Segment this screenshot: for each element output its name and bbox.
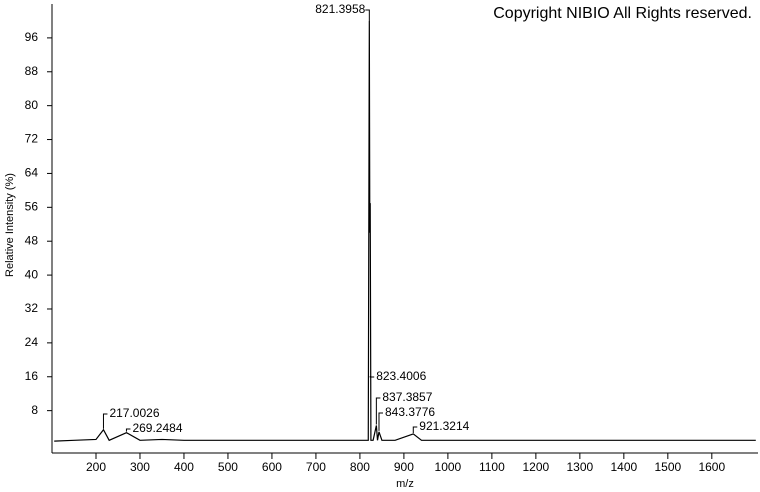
peak-label: 269.2484 <box>132 421 182 435</box>
x-tick-label: 500 <box>218 460 238 474</box>
peak-label: 821.3958 <box>315 2 365 16</box>
peak-bracket <box>412 426 418 433</box>
x-tick-label: 1200 <box>523 460 550 474</box>
y-tick-label: 56 <box>25 199 39 213</box>
peak-label: 217.0026 <box>109 406 159 420</box>
y-tick-label: 72 <box>25 132 39 146</box>
y-tick-label: 48 <box>25 233 39 247</box>
copyright: Copyright NIBIO All Rights reserved. <box>493 5 752 22</box>
x-axis-label: m/z <box>396 478 414 490</box>
x-tick-label: 900 <box>394 460 414 474</box>
peak-bracket <box>102 413 108 429</box>
x-tick-label: 1100 <box>479 460 505 474</box>
x-tick-label: 1400 <box>610 460 637 474</box>
x-tick-label: 1600 <box>698 460 725 474</box>
peak-bracket <box>125 428 131 432</box>
peak-bracket <box>375 397 381 425</box>
peak-bracket <box>378 412 383 431</box>
y-tick-label: 16 <box>25 369 39 383</box>
peak-bracket <box>365 9 370 21</box>
x-tick-label: 400 <box>174 460 194 474</box>
x-tick-label: 1300 <box>566 460 593 474</box>
y-axis-label: Relative Intensity (%) <box>4 173 16 277</box>
y-tick-label: 40 <box>25 267 39 281</box>
x-tick-label: 300 <box>130 460 150 474</box>
y-tick-label: 32 <box>25 301 39 315</box>
peak-bracket <box>369 376 375 378</box>
x-tick-label: 1500 <box>654 460 681 474</box>
peak-label: 823.4006 <box>376 369 426 383</box>
x-tick-label: 1000 <box>435 460 462 474</box>
y-tick-label: 64 <box>25 166 39 180</box>
x-tick-label: 800 <box>350 460 370 474</box>
x-tick-label: 600 <box>262 460 282 474</box>
peak-label: 843.3776 <box>385 405 435 419</box>
y-tick-label: 96 <box>25 30 39 44</box>
peak-label: 921.3214 <box>419 419 469 433</box>
y-tick-label: 80 <box>25 98 39 112</box>
y-tick-label: 24 <box>25 335 39 349</box>
x-tick-label: 200 <box>86 460 106 474</box>
spectrum-line <box>54 20 756 442</box>
y-tick-label: 88 <box>25 64 39 78</box>
peak-label: 837.3857 <box>382 390 432 404</box>
y-tick-label: 8 <box>31 403 38 417</box>
x-tick-label: 700 <box>306 460 326 474</box>
